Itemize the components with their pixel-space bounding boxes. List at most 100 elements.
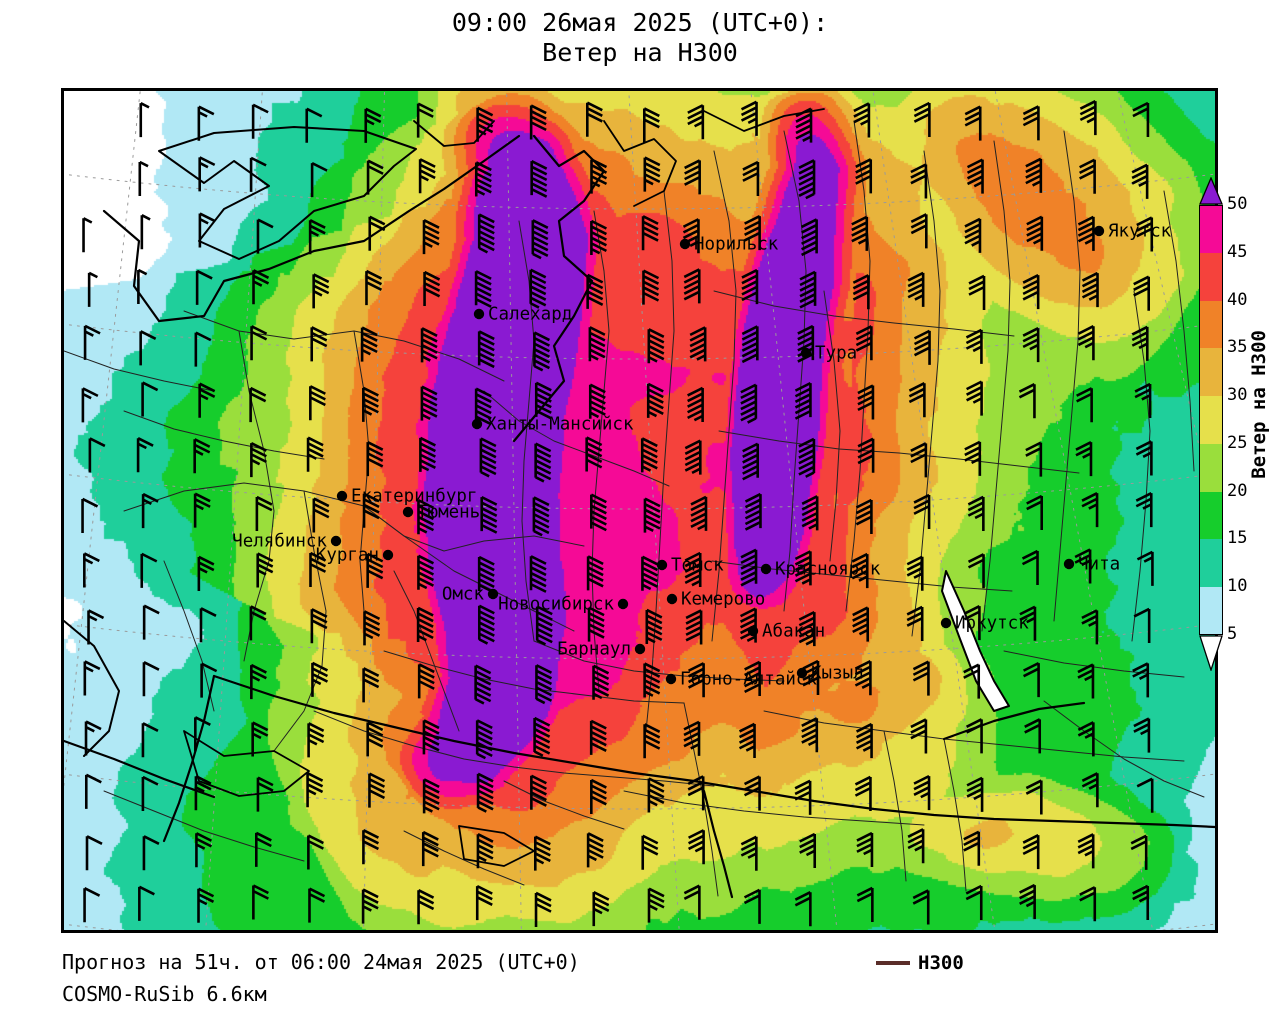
wind-barb [142, 661, 160, 697]
wind-barb [474, 387, 492, 426]
wind-barb [310, 326, 328, 362]
wind-barb [198, 382, 216, 418]
wind-barb [142, 604, 160, 640]
wind-barb [256, 776, 274, 812]
wind-barb [851, 552, 869, 589]
wind-barb [252, 884, 269, 920]
wind-barb [739, 607, 757, 643]
map-frame[interactable]: Норильск Якутск Салехард Тура Ханты-Мансийск… [61, 88, 1218, 933]
wind-barb [306, 436, 324, 472]
colorbar-band-yellow-green [1199, 443, 1223, 492]
wind-barb [647, 777, 665, 813]
wind-barb [965, 718, 983, 754]
wind-barb [199, 607, 217, 643]
wind-barb [965, 884, 983, 920]
wind-barb [795, 107, 813, 143]
wind-barb [363, 610, 381, 646]
wind-barb [419, 436, 436, 472]
wind-barb [966, 158, 984, 194]
wind-barb [854, 775, 872, 811]
wind-barb [640, 437, 658, 473]
wind-barb [852, 274, 870, 310]
wind-barb [81, 497, 99, 533]
city-marker-18: Горно-Алтайск [665, 670, 817, 690]
city-label: Ханты-Мансийск [486, 415, 634, 435]
wind-barb [250, 441, 267, 478]
wind-barb [531, 219, 549, 260]
wind-barb [586, 273, 604, 309]
wind-barb [855, 722, 873, 759]
wind-barb [1132, 884, 1150, 920]
city-marker-17: Барнаул [557, 640, 646, 660]
wind-barb [1081, 271, 1099, 308]
wind-barb [477, 604, 495, 645]
wind-barb [1135, 440, 1153, 476]
wind-barb [1076, 387, 1093, 423]
wind-barb [530, 160, 548, 198]
wind-barb [477, 555, 495, 594]
wind-barb [1077, 721, 1095, 757]
wind-barb [1133, 275, 1150, 311]
city-label: Кемерово [681, 590, 765, 610]
city-label: Омск [442, 585, 485, 605]
city-marker-0: Норильск [679, 235, 779, 255]
city-dot [760, 563, 772, 575]
colorbar-tick-30: 30 [1227, 385, 1248, 406]
wind-barb [1025, 779, 1043, 815]
city-marker-10: Красноярск [760, 560, 881, 580]
wind-barb [311, 661, 329, 697]
colorbar-tick-45: 45 [1227, 241, 1248, 262]
wind-barb [1081, 491, 1099, 528]
wind-barb [643, 156, 661, 192]
wind-barb [685, 609, 703, 645]
wind-barb [141, 722, 159, 758]
wind-barb [687, 386, 704, 422]
wind-barb [310, 608, 328, 644]
wind-barb [364, 107, 382, 143]
wind-barb [1018, 383, 1036, 419]
wind-barb [534, 381, 552, 420]
wind-barb [136, 437, 154, 473]
city-dot [656, 559, 668, 571]
wind-barb [964, 440, 982, 476]
city-label: Якутск [1108, 222, 1172, 242]
wind-barb [585, 436, 603, 472]
wind-barb [641, 215, 659, 251]
wind-barb [910, 442, 928, 478]
legend-h300: H300 [876, 952, 964, 974]
footer-forecast-text: Прогноз на 51ч. от 06:00 24мая 2025 (UTC… [62, 950, 580, 974]
wind-barb [1077, 663, 1095, 699]
city-dot [679, 238, 691, 250]
wind-barb [684, 551, 702, 587]
coastline [64, 108, 1010, 867]
wind-barb [854, 660, 872, 696]
wind-barb [740, 548, 758, 587]
wind-barb [1136, 216, 1154, 252]
wind-barb [307, 834, 324, 870]
colorbar-band-orange [1199, 300, 1223, 349]
wind-barb [83, 324, 101, 360]
wind-barb [643, 662, 661, 698]
city-marker-2: Салехард [473, 305, 572, 325]
wind-barb [743, 775, 761, 811]
wind-barb [586, 832, 604, 868]
city-dot [665, 673, 677, 685]
wind-barb [200, 662, 218, 698]
wind-barb [967, 553, 985, 589]
wind-barb [310, 161, 328, 198]
colorbar-tick-5: 5 [1227, 624, 1238, 644]
colorbar-tick-15: 15 [1227, 528, 1248, 549]
wind-barb [533, 331, 551, 372]
wind-barb [312, 273, 330, 309]
wind-barb [309, 385, 326, 421]
wind-barb [532, 496, 550, 537]
wind-barb [1077, 325, 1095, 361]
wind-barb [852, 606, 870, 642]
wind-barb [422, 219, 440, 255]
wind-barb [688, 662, 705, 698]
wind-barb [744, 660, 761, 696]
colorbar-tick-10: 10 [1227, 576, 1248, 597]
wind-barb [966, 380, 983, 416]
wind-barb [365, 269, 383, 306]
wind-barb [683, 720, 701, 756]
